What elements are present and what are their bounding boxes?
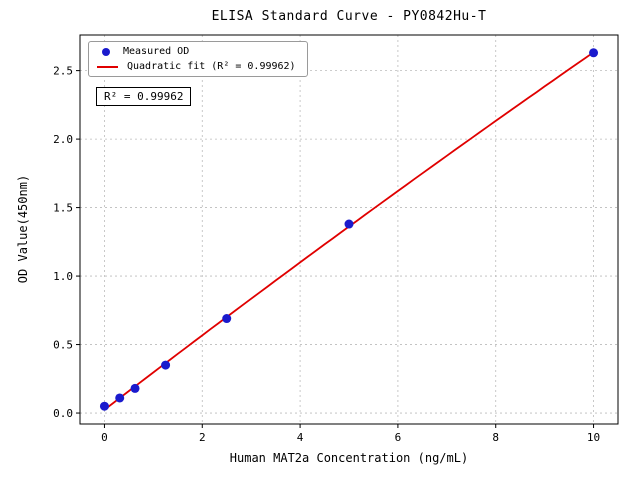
svg-text:1.0: 1.0 <box>53 270 73 283</box>
data-point <box>161 360 171 370</box>
y-axis-ticks: 0.0 0.5 1.0 1.5 2.0 2.5 <box>53 65 80 420</box>
svg-text:2.0: 2.0 <box>53 133 73 146</box>
x-axis-label: Human MAT2a Concentration (ng/mL) <box>229 451 469 465</box>
legend: Measured OD Quadratic fit (R² = 0.99962) <box>88 41 308 77</box>
svg-text:4: 4 <box>297 431 304 444</box>
svg-text:2: 2 <box>199 431 206 444</box>
r-squared-annotation: R² = 0.99962 <box>96 87 192 106</box>
legend-label-measured-od: Measured OD <box>123 46 190 57</box>
y-axis-label: OD Value(450nm) <box>16 174 30 284</box>
svg-text:2.5: 2.5 <box>53 65 73 78</box>
data-point <box>589 48 599 58</box>
svg-text:0.5: 0.5 <box>53 339 73 352</box>
legend-label-quadratic-fit: Quadratic fit (R² = 0.99962) <box>127 61 296 72</box>
data-point <box>115 393 125 403</box>
svg-text:6: 6 <box>395 431 402 444</box>
legend-marker-line-icon <box>97 65 118 68</box>
data-point <box>344 219 354 229</box>
legend-entry-quadratic-fit: Quadratic fit (R² = 0.99962) <box>97 61 296 72</box>
data-point <box>222 314 232 324</box>
svg-text:0: 0 <box>101 431 108 444</box>
svg-text:1.5: 1.5 <box>53 202 73 215</box>
legend-marker-dot-icon <box>102 47 110 56</box>
plot-border <box>79 34 619 425</box>
svg-text:0.0: 0.0 <box>53 407 73 420</box>
data-point <box>99 401 109 411</box>
svg-text:10: 10 <box>587 431 600 444</box>
chart-title: ELISA Standard Curve - PY0842Hu-T <box>211 9 487 24</box>
data-point <box>130 383 140 393</box>
legend-entry-measured-od: Measured OD <box>97 46 296 57</box>
x-axis-ticks: 0 2 4 6 8 10 <box>101 424 600 444</box>
measured-od-points <box>99 48 599 411</box>
svg-text:8: 8 <box>492 431 499 444</box>
